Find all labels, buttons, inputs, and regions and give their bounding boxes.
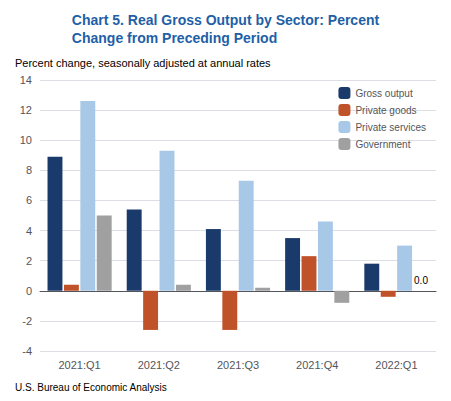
svg-text:6: 6 <box>26 194 32 206</box>
svg-text:Change from Preceding Period: Change from Preceding Period <box>72 30 277 46</box>
svg-text:2021:Q3: 2021:Q3 <box>217 359 259 371</box>
svg-text:0.0: 0.0 <box>414 275 428 286</box>
svg-text:-2: -2 <box>22 315 32 327</box>
svg-text:Government: Government <box>355 139 410 150</box>
svg-text:2021:Q1: 2021:Q1 <box>58 359 100 371</box>
svg-text:4: 4 <box>26 225 32 237</box>
svg-text:U.S. Bureau of Economic Analys: U.S. Bureau of Economic Analysis <box>15 382 167 393</box>
svg-text:Percent change, seasonally adj: Percent change, seasonally adjusted at a… <box>15 57 271 69</box>
svg-text:Chart 5. Real Gross Output by: Chart 5. Real Gross Output by Sector: Pe… <box>72 12 380 28</box>
svg-text:-4: -4 <box>22 345 32 357</box>
svg-text:0: 0 <box>26 285 32 297</box>
svg-text:14: 14 <box>20 74 32 86</box>
svg-text:12: 12 <box>20 104 32 116</box>
svg-text:2021:Q4: 2021:Q4 <box>296 359 338 371</box>
svg-text:Private services: Private services <box>355 122 426 133</box>
svg-text:Private goods: Private goods <box>355 105 416 116</box>
svg-text:10: 10 <box>20 134 32 146</box>
svg-text:8: 8 <box>26 164 32 176</box>
svg-text:Gross output: Gross output <box>355 88 412 99</box>
svg-text:2: 2 <box>26 255 32 267</box>
svg-text:2022:Q1: 2022:Q1 <box>375 359 417 371</box>
svg-text:2021:Q2: 2021:Q2 <box>138 359 180 371</box>
